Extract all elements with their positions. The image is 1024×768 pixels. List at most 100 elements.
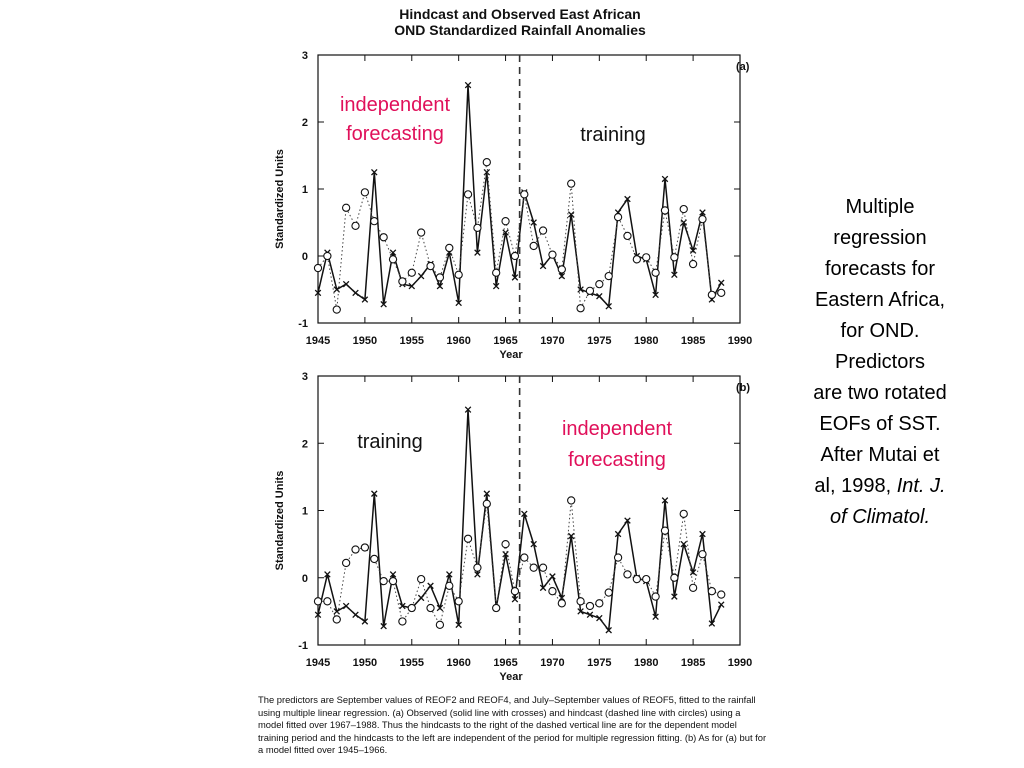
panel-a-x-tick-label: 1975 [587, 335, 611, 347]
panel-a-observed-point [539, 262, 547, 270]
panel-a-hindcast-point [510, 251, 520, 261]
figure-caption: The predictors are September values of R… [258, 694, 767, 756]
panel-b-observed-point [652, 613, 659, 621]
panel-b-observed-point [483, 490, 491, 497]
panel-b-hindcast-point [613, 553, 623, 562]
panel-b-hindcast-point [632, 574, 641, 584]
panel-a-hindcast-point [379, 233, 388, 242]
side-note-line-1: Multiple [845, 196, 915, 218]
panel-b-hindcast-point [445, 581, 454, 590]
panel-b-hindcast-point [426, 603, 435, 613]
panel-b-x-tick-label: 1950 [353, 657, 377, 669]
panel-b-annotation-right-line-2: forecasting [568, 449, 666, 471]
panel-b-observed-point [521, 510, 528, 518]
panel-b-observed-point [671, 593, 678, 600]
panel-b-observed-point [549, 573, 556, 580]
panel-a-observed-point [605, 302, 612, 310]
panel-a-hindcast-point [642, 253, 651, 262]
panel-b-observed-point [577, 608, 584, 615]
figure-title-line-1: Hindcast and Observed East African [399, 6, 641, 22]
panel-a-observed-point [661, 175, 669, 183]
side-note-citation-authors: al, 1998, [814, 475, 892, 497]
panel-a-hindcast-point [341, 203, 351, 212]
panel-a-observed-point [596, 292, 603, 300]
panel-a-y-tick-label: 1 [302, 184, 308, 196]
panel-a-x-tick-label: 1945 [306, 335, 330, 347]
panel-b-x-axis-label: Year [499, 671, 523, 683]
panel-a-observed-point [408, 282, 416, 290]
panel-b-observed-point [464, 406, 472, 413]
panel-a-observed-point [455, 299, 462, 307]
panel-a-hindcast-point [426, 261, 435, 271]
panel-b-hindcast-point [313, 597, 323, 606]
panel-b-hindcast-point [642, 574, 651, 584]
panel-b-x-tick-label: 1990 [728, 657, 752, 669]
panel-b-observed-point [596, 614, 603, 622]
panel-a-hindcast-point [717, 288, 726, 297]
panel-a-hindcast-point [698, 214, 707, 224]
panel-a-hindcast-point [538, 226, 548, 235]
panel-a-hindcast-point [473, 223, 482, 233]
panel-b-observed-line [317, 409, 722, 633]
panel-a-hindcast-point [482, 158, 491, 167]
panel-a-y-tick-label: 2 [302, 117, 308, 129]
panel-b-annotation-left-line-1: training [357, 431, 423, 453]
panel-a-hindcast-point [323, 251, 332, 261]
figure-title-line-2: OND Standardized Rainfall Anomalies [394, 22, 646, 38]
panel-b-x-tick-label: 1970 [540, 657, 564, 669]
panel-a-hindcast-point [613, 212, 623, 222]
side-note: Multiple regression forecasts for Easter… [790, 192, 970, 533]
panel-b-x-tick-label: 1975 [587, 657, 611, 669]
panel-b-hindcast-point [698, 550, 707, 559]
panel-b-hindcast-point [651, 592, 660, 601]
panel-b-x-tick-label: 1985 [681, 657, 705, 669]
panel-a-x-tick-label: 1965 [493, 335, 517, 347]
panel-a-observed-point [314, 289, 322, 297]
panel-b-x-tick-label: 1945 [306, 657, 330, 669]
panel-a-hindcast-point [313, 263, 323, 273]
side-note-line-10: al, 1998, Int. J. [790, 471, 970, 502]
panel-b-hindcast-point [379, 576, 388, 586]
panel-a-observed-point [474, 249, 481, 256]
panel-a-x-tick-label: 1970 [540, 335, 564, 347]
panel-a-observed-point [361, 296, 369, 303]
side-note-line-6: Predictors [834, 351, 926, 373]
panel-b-observed-point [389, 571, 397, 578]
panel-a-hindcast-point [679, 204, 688, 214]
panel-b-hindcast-point [323, 597, 332, 606]
panel-b-observed-point [511, 596, 519, 603]
panel-a-observed-point [671, 271, 678, 279]
panel-b-hindcast-point [473, 563, 482, 572]
panel-a-hindcast-point [360, 188, 370, 197]
panel-b-observed-point [539, 584, 547, 592]
panel-a-hindcast-point [370, 217, 379, 226]
panel-a-hindcast-point [595, 279, 604, 289]
panel-b-observed-point [380, 622, 387, 630]
panel-b-observed-point [333, 608, 341, 615]
panel-a-hindcast-point [670, 253, 679, 262]
panel-a-observed-point [502, 229, 509, 236]
panel-b-y-tick-label: 1 [302, 506, 308, 518]
panel-a-observed-point [389, 249, 397, 256]
panel-b-hindcast-point [360, 543, 370, 552]
panel-a-hindcast-point [623, 231, 632, 241]
panel-b-y-tick-label: 2 [302, 438, 308, 450]
panel-a-x-tick-label: 1985 [681, 335, 705, 347]
panel-a-hindcast-point [398, 277, 407, 286]
panel-b-hindcast-point [567, 496, 576, 505]
panel-b-observed-point [436, 604, 444, 612]
panel-b-hindcast-point [679, 509, 688, 519]
panel-b-observed-point [708, 620, 716, 627]
panel-b-y-axis-label: Standardized Units [274, 471, 286, 571]
side-note-line-2: regression [833, 227, 927, 249]
panel-a-hindcast-point [688, 259, 698, 269]
side-note-line-9: After Mutai et [820, 444, 940, 466]
panel-b-hindcast-point [370, 554, 379, 564]
panel-a-hindcast-point [417, 228, 426, 237]
panel-a-annotation-left-line-2: forecasting [346, 123, 444, 145]
panel-b-observed-point [567, 532, 575, 540]
side-note-line-8: EOFs of SST. [819, 413, 941, 435]
panel-b-hindcast-point [604, 588, 613, 597]
panel-a-hindcast-point [407, 268, 416, 277]
panel-a-hindcast-point [529, 241, 538, 251]
